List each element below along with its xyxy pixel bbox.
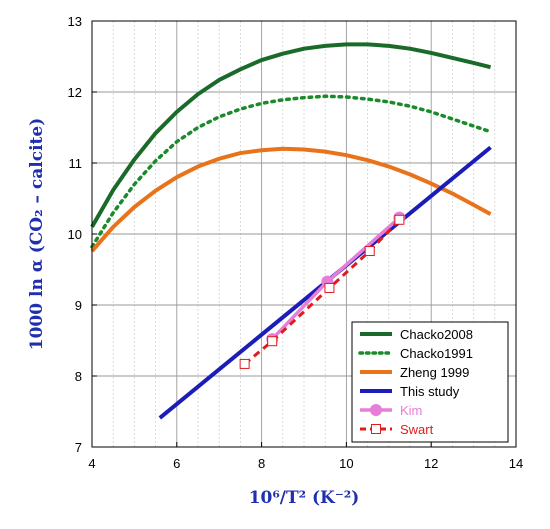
swart-point xyxy=(267,336,278,347)
legend-marker-kim xyxy=(370,404,382,416)
legend-label-zheng-1999: Zheng 1999 xyxy=(400,365,469,380)
x-tick-label: 10 xyxy=(339,456,353,471)
legend-label-this-study: This study xyxy=(400,384,460,399)
x-tick-label: 8 xyxy=(258,456,265,471)
series-line-chacko2008 xyxy=(90,42,492,228)
x-axis-title: 10⁶/T² (K⁻²) xyxy=(249,488,360,508)
series-line-zheng-1999 xyxy=(90,146,492,253)
swart-point xyxy=(394,214,405,225)
legend-label-kim: Kim xyxy=(400,403,422,418)
y-axis-title: 1000 ln α (CO₂ – calcite) xyxy=(27,118,47,350)
swart-point xyxy=(239,358,250,369)
legend-marker-swart xyxy=(371,424,381,434)
series-line-chacko1991 xyxy=(90,94,493,249)
swart-point xyxy=(364,246,375,257)
y-tick-label: 13 xyxy=(68,14,82,29)
swart-point xyxy=(324,282,335,293)
x-tick-label: 4 xyxy=(88,456,95,471)
legend-label-swart: Swart xyxy=(400,422,434,437)
x-tick-label: 12 xyxy=(424,456,438,471)
y-tick-label: 8 xyxy=(75,369,82,384)
legend-label-chacko1991: Chacko1991 xyxy=(400,346,473,361)
y-tick-label: 11 xyxy=(69,156,83,171)
x-tick-label: 14 xyxy=(509,456,523,471)
y-tick-label: 9 xyxy=(75,298,82,313)
legend-box xyxy=(351,321,509,443)
y-tick-label: 7 xyxy=(75,440,82,455)
x-tick-label: 6 xyxy=(173,456,180,471)
ticks: 4 6 8 10 12 14 7 8 9 10 11 12 13 xyxy=(68,14,524,471)
legend: Chacko2008 Chacko1991 Zheng 1999 This study… xyxy=(351,321,509,443)
legend-label-chacko2008: Chacko2008 xyxy=(400,327,473,342)
y-tick-label: 10 xyxy=(68,227,82,242)
series-layer xyxy=(90,42,493,420)
y-tick-label: 12 xyxy=(68,85,82,100)
